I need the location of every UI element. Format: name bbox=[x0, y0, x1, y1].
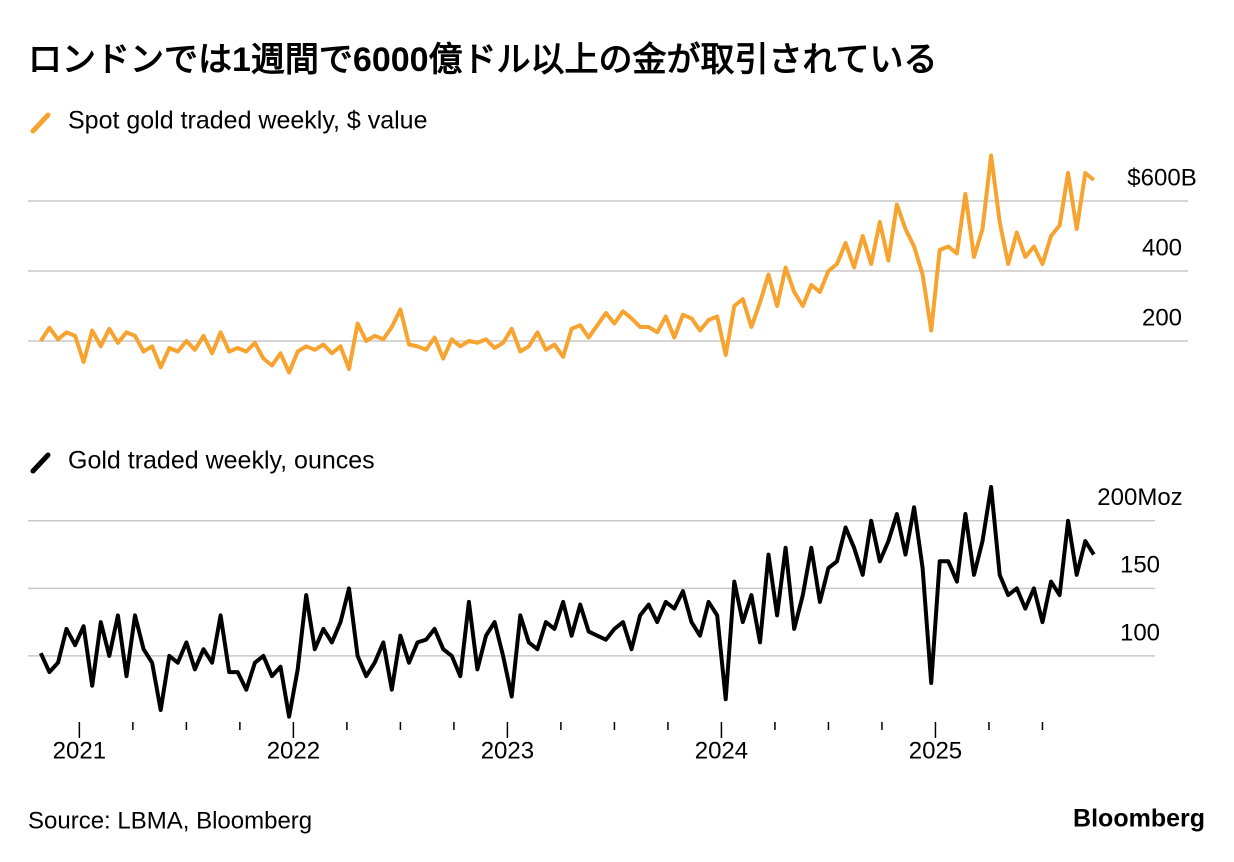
x-tick-label: 2022 bbox=[267, 737, 320, 764]
chart-title: ロンドンでは1週間で6000億ドル以上の金が取引されている bbox=[28, 40, 938, 79]
series-line bbox=[38, 485, 1096, 719]
y-tick-label: 100 bbox=[1120, 619, 1160, 646]
legend-swatch bbox=[30, 452, 51, 474]
y-tick-label: 200Moz bbox=[1097, 484, 1182, 511]
x-tick-label: 2024 bbox=[695, 737, 748, 764]
legend-label: Spot gold traded weekly, $ value bbox=[68, 107, 428, 135]
y-tick-label: 200 bbox=[1142, 304, 1182, 331]
y-tick-label: 400 bbox=[1142, 234, 1182, 261]
y-tick-label: $600B bbox=[1127, 164, 1196, 191]
series-line bbox=[39, 153, 1096, 375]
brand: Bloomberg bbox=[1073, 805, 1205, 833]
x-tick-label: 2021 bbox=[53, 737, 106, 764]
y-tick-label: 150 bbox=[1120, 552, 1160, 579]
legend-swatch bbox=[30, 112, 51, 134]
legend-label: Gold traded weekly, ounces bbox=[68, 447, 375, 475]
source: Source: LBMA, Bloomberg bbox=[28, 807, 312, 834]
x-tick-label: 2025 bbox=[909, 737, 962, 764]
x-tick-label: 2023 bbox=[481, 737, 534, 764]
